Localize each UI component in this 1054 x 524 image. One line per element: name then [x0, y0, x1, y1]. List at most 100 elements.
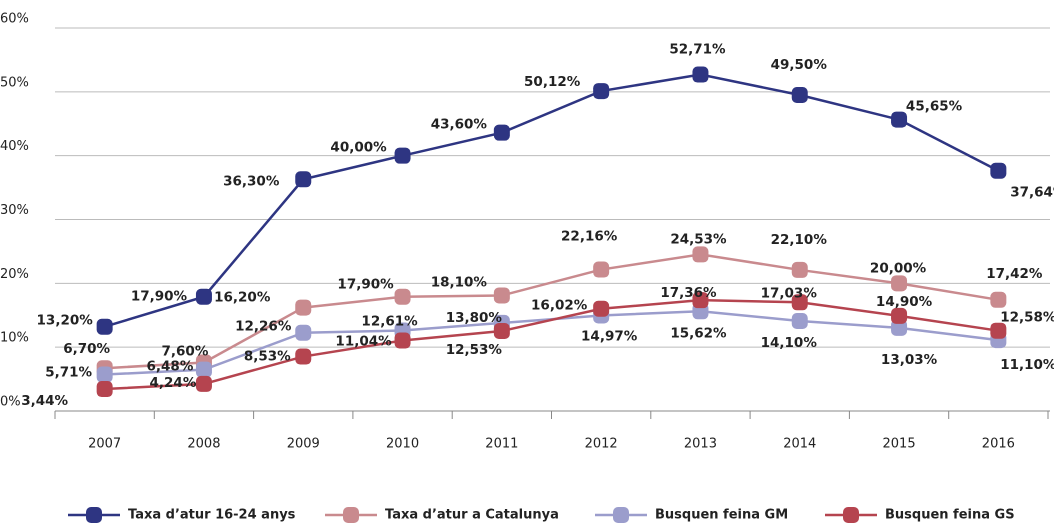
value-label: 15,62%	[670, 325, 727, 341]
value-label: 3,44%	[21, 393, 68, 409]
value-label: 16,20%	[214, 290, 271, 306]
value-label: 4,24%	[150, 375, 197, 391]
point	[990, 322, 1007, 339]
value-label: 7,60%	[162, 343, 209, 359]
point	[891, 319, 908, 336]
value-label: 12,58%	[1000, 310, 1054, 326]
value-label: 40,00%	[330, 140, 387, 156]
value-label: 14,10%	[761, 335, 818, 351]
value-label: 12,61%	[361, 314, 418, 330]
point	[493, 287, 510, 304]
point	[195, 375, 212, 392]
point	[791, 312, 808, 329]
point	[394, 147, 411, 164]
x-tick-label: 2015	[883, 437, 916, 452]
y-tick-label: 10%	[0, 331, 29, 346]
series-line	[104, 73, 999, 328]
point	[394, 288, 411, 305]
value-label: 6,70%	[63, 341, 110, 357]
value-label: 17,03%	[761, 285, 818, 301]
point	[295, 324, 312, 341]
x-tick-label: 2014	[783, 437, 816, 452]
x-tick-label: 2007	[88, 437, 121, 452]
value-label: 43,60%	[431, 117, 488, 133]
value-label: 13,20%	[37, 313, 94, 329]
point	[692, 292, 709, 309]
value-label: 11,04%	[335, 334, 392, 350]
point	[891, 307, 908, 324]
legend-label: Taxa d’atur 16-24 anys	[128, 508, 296, 523]
series-line	[104, 253, 999, 370]
legend-marker	[613, 507, 629, 523]
value-label: 6,48%	[147, 359, 194, 375]
x-tick-label: 2013	[684, 437, 717, 452]
value-label: 5,71%	[45, 365, 92, 381]
point	[593, 261, 610, 278]
value-label: 45,65%	[906, 99, 963, 115]
value-label: 8,53%	[244, 349, 291, 365]
value-label: 13,80%	[446, 310, 503, 326]
point	[593, 83, 610, 100]
point	[394, 332, 411, 349]
value-label: 12,26%	[235, 319, 292, 335]
x-tick-label: 2016	[982, 437, 1015, 452]
value-label: 17,90%	[337, 277, 394, 293]
point	[195, 288, 212, 305]
value-label: 24,53%	[670, 231, 727, 247]
legend-label: Busquen feina GM	[655, 508, 788, 523]
value-label: 50,12%	[524, 74, 581, 90]
y-tick-label: 30%	[0, 203, 29, 218]
point	[96, 318, 113, 335]
value-label: 37,64%	[1010, 185, 1054, 201]
point	[96, 366, 113, 383]
y-tick-label: 40%	[0, 139, 29, 154]
point	[692, 246, 709, 263]
value-label: 22,10%	[771, 232, 828, 248]
y-tick-label: 0%	[0, 395, 21, 410]
value-label: 22,16%	[561, 229, 618, 245]
value-label: 12,53%	[446, 342, 503, 358]
y-tick-label: 60%	[0, 12, 29, 27]
point	[295, 299, 312, 316]
value-label: 14,97%	[581, 328, 638, 344]
legend-marker	[343, 507, 359, 523]
x-tick-label: 2008	[187, 437, 220, 452]
point	[791, 87, 808, 104]
legend-marker	[843, 507, 859, 523]
value-label: 17,90%	[131, 289, 188, 305]
point	[990, 162, 1007, 179]
point	[791, 294, 808, 311]
y-tick-label: 50%	[0, 75, 29, 90]
point	[195, 361, 212, 378]
legend-label: Taxa d’atur a Catalunya	[385, 508, 559, 523]
point	[891, 111, 908, 128]
value-label: 49,50%	[771, 57, 828, 73]
value-label: 52,71%	[669, 42, 726, 58]
x-tick-label: 2010	[386, 437, 419, 452]
point	[295, 348, 312, 365]
x-tick-label: 2009	[287, 437, 320, 452]
point	[493, 124, 510, 141]
value-label: 14,90%	[876, 294, 933, 310]
point	[791, 261, 808, 278]
point	[891, 275, 908, 292]
legend-marker	[86, 507, 102, 523]
point	[493, 323, 510, 340]
x-tick-label: 2012	[585, 437, 618, 452]
value-label: 18,10%	[431, 274, 488, 290]
legend-label: Busquen feina GS	[885, 508, 1015, 523]
y-tick-label: 20%	[0, 267, 29, 282]
value-label: 17,42%	[986, 266, 1043, 282]
point	[692, 66, 709, 83]
value-label: 17,36%	[660, 285, 717, 301]
series-line	[104, 298, 999, 391]
value-label: 36,30%	[223, 173, 280, 189]
x-tick-label: 2011	[485, 437, 518, 452]
value-label: 16,02%	[531, 298, 588, 314]
point	[990, 291, 1007, 308]
point	[295, 171, 312, 188]
value-label: 20,00%	[870, 260, 927, 276]
point	[96, 381, 113, 398]
value-label: 13,03%	[881, 352, 938, 368]
